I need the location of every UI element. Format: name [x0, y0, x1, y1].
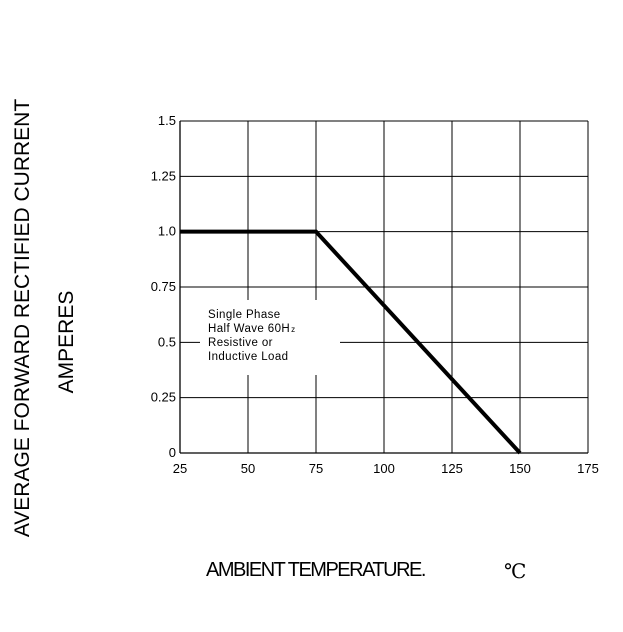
annotation-line-2-text: Half Wave 60H — [208, 323, 290, 335]
x-tick-label-5: 150 — [509, 461, 531, 476]
y-tick-label-0: 0 — [169, 445, 176, 460]
y-axis-title: AVERAGE FORWARD RECTIFIED CURRENT — [11, 99, 34, 537]
annotation-subscript: z — [291, 325, 295, 334]
y-tick-label-4: 1.0 — [158, 224, 176, 239]
annotation-line-1: Single Phase — [208, 309, 281, 321]
annotation-line-2: Half Wave 60Hz — [208, 323, 296, 335]
x-tick-label-4: 125 — [441, 461, 463, 476]
y-tick-label-3: 0.75 — [151, 279, 176, 294]
x-axis-title: AMBIENT TEMPERATURE. — [206, 559, 425, 581]
y-axis-title-line-2: AMPERES — [55, 291, 78, 394]
x-tick-labels: 25 50 75 100 125 150 175 — [173, 461, 599, 476]
series — [180, 229, 522, 455]
x-tick-label-0: 25 — [173, 461, 187, 476]
x-tick-label-3: 100 — [373, 461, 395, 476]
annotation-line-3: Resistive or — [208, 337, 273, 349]
y-tick-label-1: 0.25 — [151, 390, 176, 405]
x-tick-label-2: 75 — [309, 461, 323, 476]
y-tick-label-6: 1.5 — [158, 113, 176, 128]
y-tick-label-2: 0.5 — [158, 334, 176, 349]
series-line-0 — [180, 229, 522, 455]
annotation-line-4: Inductive Load — [208, 351, 288, 363]
grid — [180, 120, 589, 453]
annotation-background — [200, 300, 340, 375]
y-tick-labels: 0 0.25 0.5 0.75 1.0 1.25 1.5 — [151, 113, 176, 460]
y-tick-label-5: 1.25 — [151, 168, 176, 183]
x-tick-label-1: 50 — [241, 461, 255, 476]
x-tick-label-6: 175 — [577, 461, 599, 476]
x-axis-unit: ℃ — [504, 559, 526, 583]
